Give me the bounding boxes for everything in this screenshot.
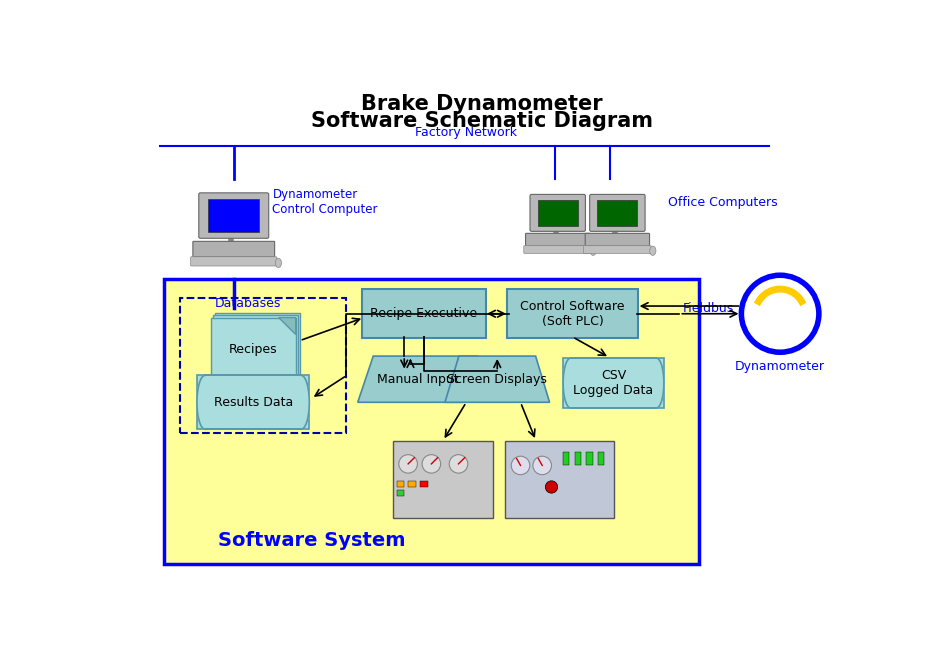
- Text: Dynamometer: Dynamometer: [735, 359, 825, 372]
- FancyBboxPatch shape: [193, 242, 274, 256]
- Text: Manual Input: Manual Input: [377, 372, 459, 385]
- Polygon shape: [301, 376, 309, 429]
- FancyBboxPatch shape: [197, 376, 309, 429]
- FancyBboxPatch shape: [212, 315, 298, 377]
- Text: CSV
Logged Data: CSV Logged Data: [573, 369, 653, 397]
- Polygon shape: [445, 356, 550, 402]
- Text: Control Software
(Soft PLC): Control Software (Soft PLC): [520, 299, 625, 327]
- Text: Recipe Executive: Recipe Executive: [370, 307, 478, 320]
- FancyBboxPatch shape: [584, 245, 651, 253]
- FancyBboxPatch shape: [215, 313, 301, 374]
- FancyBboxPatch shape: [538, 200, 577, 226]
- FancyBboxPatch shape: [586, 233, 650, 246]
- Text: Software System: Software System: [218, 531, 406, 550]
- Polygon shape: [278, 318, 296, 335]
- FancyBboxPatch shape: [524, 245, 591, 253]
- FancyBboxPatch shape: [563, 358, 664, 408]
- FancyBboxPatch shape: [420, 481, 428, 487]
- Text: Brake Dynamometer: Brake Dynamometer: [361, 94, 603, 113]
- FancyBboxPatch shape: [211, 318, 296, 379]
- Ellipse shape: [590, 246, 596, 255]
- FancyBboxPatch shape: [393, 441, 494, 518]
- FancyBboxPatch shape: [209, 199, 259, 232]
- FancyBboxPatch shape: [574, 452, 581, 465]
- FancyBboxPatch shape: [397, 490, 404, 496]
- FancyBboxPatch shape: [587, 452, 592, 465]
- FancyBboxPatch shape: [363, 289, 486, 339]
- Circle shape: [533, 456, 552, 475]
- FancyBboxPatch shape: [397, 481, 404, 487]
- Circle shape: [399, 454, 417, 473]
- Circle shape: [422, 454, 441, 473]
- Polygon shape: [563, 358, 571, 408]
- Text: Software Schematic Diagram: Software Schematic Diagram: [311, 111, 652, 132]
- FancyBboxPatch shape: [408, 481, 415, 487]
- Polygon shape: [358, 356, 478, 402]
- FancyBboxPatch shape: [598, 452, 604, 465]
- FancyBboxPatch shape: [589, 195, 645, 231]
- Ellipse shape: [650, 246, 656, 255]
- Text: Screen Displays: Screen Displays: [447, 372, 547, 385]
- FancyBboxPatch shape: [198, 193, 269, 238]
- Text: Office Computers: Office Computers: [667, 195, 777, 208]
- Circle shape: [545, 481, 557, 493]
- FancyBboxPatch shape: [530, 195, 586, 231]
- Ellipse shape: [275, 258, 281, 268]
- Circle shape: [449, 454, 468, 473]
- Text: Recipes: Recipes: [228, 344, 277, 357]
- FancyBboxPatch shape: [598, 200, 637, 226]
- Polygon shape: [197, 376, 205, 429]
- FancyBboxPatch shape: [164, 279, 698, 564]
- FancyBboxPatch shape: [508, 289, 638, 339]
- Polygon shape: [656, 358, 664, 408]
- Circle shape: [511, 456, 530, 475]
- FancyBboxPatch shape: [563, 452, 570, 465]
- Text: Results Data: Results Data: [213, 396, 292, 409]
- Text: Databases: Databases: [214, 298, 281, 311]
- FancyBboxPatch shape: [505, 441, 614, 518]
- FancyBboxPatch shape: [191, 256, 277, 266]
- Text: Factory Network: Factory Network: [415, 126, 517, 139]
- Text: Fieldbus: Fieldbus: [683, 302, 734, 315]
- Text: Dynamometer
Control Computer: Dynamometer Control Computer: [273, 188, 378, 216]
- FancyBboxPatch shape: [525, 233, 590, 246]
- Circle shape: [742, 275, 819, 352]
